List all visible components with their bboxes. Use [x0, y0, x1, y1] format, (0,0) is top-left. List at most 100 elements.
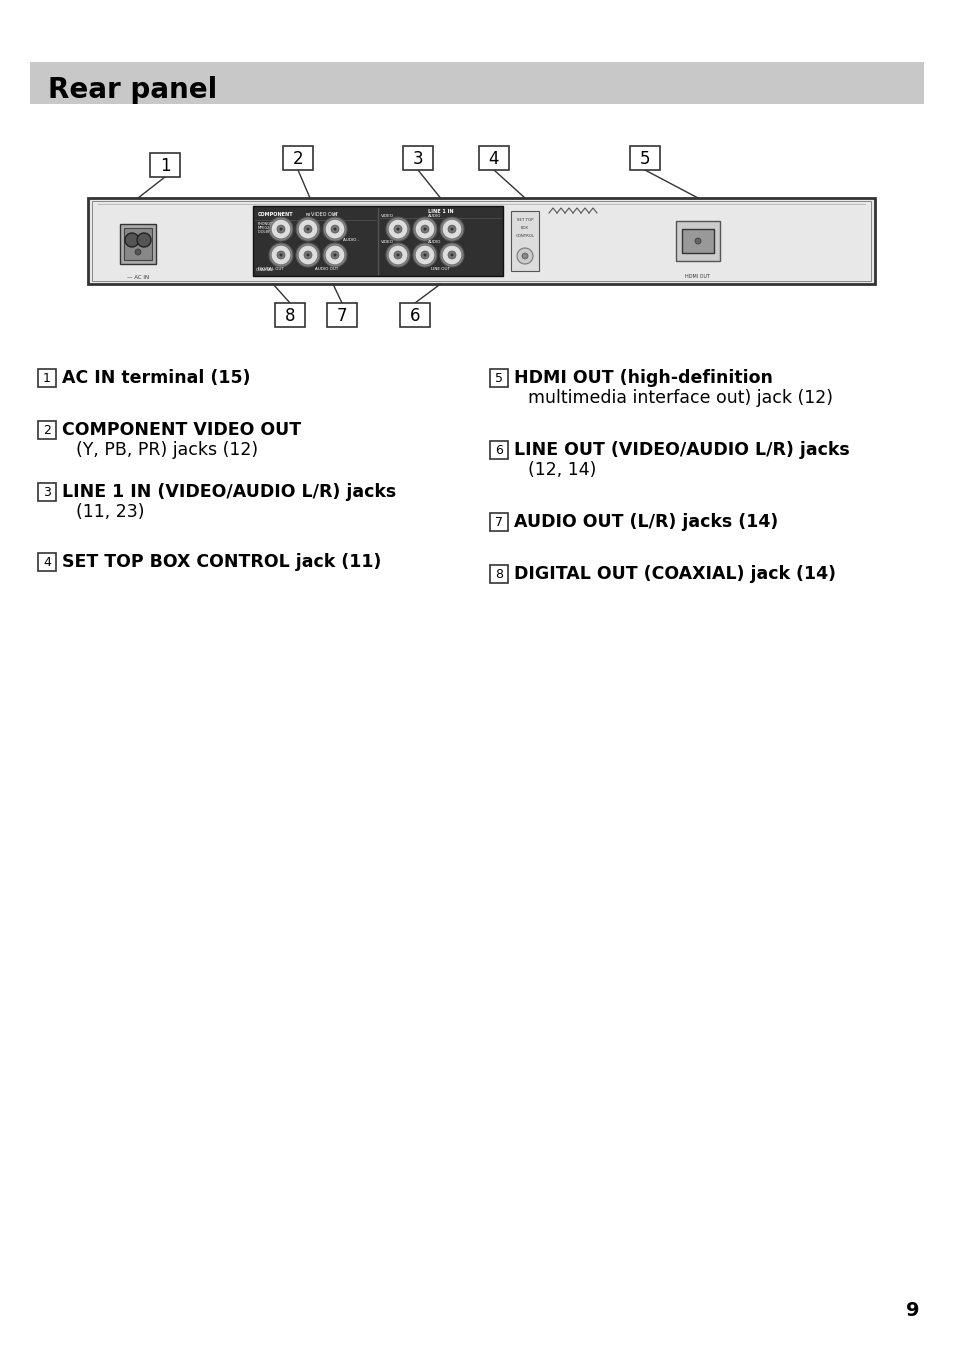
- Circle shape: [450, 254, 453, 257]
- Circle shape: [441, 245, 461, 265]
- Bar: [30, 62, 923, 104]
- Text: DIGITAL OUT: DIGITAL OUT: [257, 266, 284, 270]
- Text: 2: 2: [43, 423, 51, 437]
- Text: VIDEO: VIDEO: [380, 214, 394, 218]
- Circle shape: [394, 251, 401, 260]
- Circle shape: [439, 243, 463, 266]
- Bar: [274, 303, 305, 327]
- Circle shape: [695, 238, 700, 243]
- Circle shape: [271, 219, 291, 239]
- Circle shape: [269, 243, 293, 266]
- Circle shape: [334, 254, 336, 257]
- Circle shape: [279, 227, 282, 231]
- Circle shape: [325, 219, 345, 239]
- Text: HDMI OUT: HDMI OUT: [685, 274, 710, 279]
- Bar: [283, 146, 313, 170]
- Text: (12, 14): (12, 14): [527, 461, 596, 479]
- Text: 1: 1: [159, 157, 171, 174]
- Bar: [88, 197, 874, 284]
- Text: MPEG2: MPEG2: [257, 226, 270, 230]
- Circle shape: [297, 219, 317, 239]
- Text: LINE 1 IN (VIDEO/AUDIO L/R) jacks: LINE 1 IN (VIDEO/AUDIO L/R) jacks: [62, 483, 395, 502]
- Circle shape: [334, 227, 336, 231]
- Text: (11, 23): (11, 23): [76, 503, 144, 521]
- Text: SET TOP: SET TOP: [517, 218, 533, 222]
- Circle shape: [450, 227, 453, 231]
- Circle shape: [448, 224, 456, 233]
- Bar: [91, 201, 870, 281]
- Bar: [150, 153, 180, 177]
- Circle shape: [306, 254, 309, 257]
- Bar: [676, 220, 720, 261]
- Text: 3: 3: [413, 150, 423, 168]
- Circle shape: [271, 245, 291, 265]
- Circle shape: [439, 218, 463, 241]
- Circle shape: [137, 233, 151, 247]
- Circle shape: [323, 243, 347, 266]
- Text: HDMI OUT (high-definition: HDMI OUT (high-definition: [514, 369, 772, 387]
- Circle shape: [295, 218, 319, 241]
- Circle shape: [396, 227, 399, 231]
- Circle shape: [331, 224, 338, 233]
- Text: 1: 1: [43, 372, 51, 384]
- Circle shape: [394, 224, 401, 233]
- Text: AUDIO: AUDIO: [428, 241, 441, 243]
- Circle shape: [323, 218, 347, 241]
- Bar: [490, 565, 507, 583]
- Circle shape: [386, 243, 410, 266]
- Text: 8: 8: [495, 568, 502, 580]
- Circle shape: [304, 251, 312, 260]
- Text: 8: 8: [284, 307, 294, 324]
- Circle shape: [135, 249, 141, 256]
- Text: PR: PR: [332, 214, 337, 218]
- Bar: [681, 228, 713, 253]
- Bar: [38, 420, 56, 439]
- Text: AC IN terminal (15): AC IN terminal (15): [62, 369, 251, 387]
- Bar: [490, 441, 507, 458]
- Text: LINE 1 IN: LINE 1 IN: [427, 210, 453, 214]
- Circle shape: [386, 218, 410, 241]
- Circle shape: [276, 224, 285, 233]
- Text: COMPONENT: COMPONENT: [257, 212, 294, 218]
- Text: 2: 2: [293, 150, 303, 168]
- Bar: [629, 146, 659, 170]
- Circle shape: [423, 227, 426, 231]
- Circle shape: [420, 224, 429, 233]
- Text: 5: 5: [639, 150, 650, 168]
- Text: 9: 9: [905, 1301, 919, 1320]
- Circle shape: [420, 251, 429, 260]
- Circle shape: [304, 224, 312, 233]
- Text: PB: PB: [305, 214, 311, 218]
- Bar: [402, 146, 433, 170]
- Text: DOLBY DIGITAL: DOLBY DIGITAL: [257, 230, 284, 234]
- Circle shape: [295, 243, 319, 266]
- Text: VIDEO: VIDEO: [380, 241, 394, 243]
- Bar: [253, 206, 502, 276]
- Bar: [490, 369, 507, 387]
- Text: 3: 3: [43, 485, 51, 499]
- Bar: [399, 303, 430, 327]
- Text: Rear panel: Rear panel: [48, 76, 217, 104]
- Text: BOX: BOX: [520, 226, 529, 230]
- Text: AUDIO: AUDIO: [428, 214, 441, 218]
- Circle shape: [413, 243, 436, 266]
- Text: (Y, PB, PR) jacks (12): (Y, PB, PR) jacks (12): [76, 441, 258, 458]
- Bar: [38, 483, 56, 502]
- Text: AUDIO OUT: AUDIO OUT: [314, 266, 338, 270]
- Bar: [124, 228, 152, 260]
- Bar: [120, 224, 156, 264]
- Text: DIGITAL OUT (COAXIAL) jack (14): DIGITAL OUT (COAXIAL) jack (14): [514, 565, 835, 583]
- Bar: [478, 146, 509, 170]
- Circle shape: [297, 245, 317, 265]
- Text: VIDEO OUT: VIDEO OUT: [311, 212, 338, 218]
- Bar: [38, 553, 56, 571]
- Text: LINE OUT (VIDEO/AUDIO L/R) jacks: LINE OUT (VIDEO/AUDIO L/R) jacks: [514, 441, 849, 458]
- Circle shape: [325, 245, 345, 265]
- Text: COAXIAL: COAXIAL: [255, 268, 274, 272]
- Text: LINE OUT: LINE OUT: [431, 266, 450, 270]
- Circle shape: [448, 251, 456, 260]
- Circle shape: [269, 218, 293, 241]
- Text: PHONOTV: PHONOTV: [257, 222, 275, 226]
- Circle shape: [388, 245, 408, 265]
- Text: 4: 4: [488, 150, 498, 168]
